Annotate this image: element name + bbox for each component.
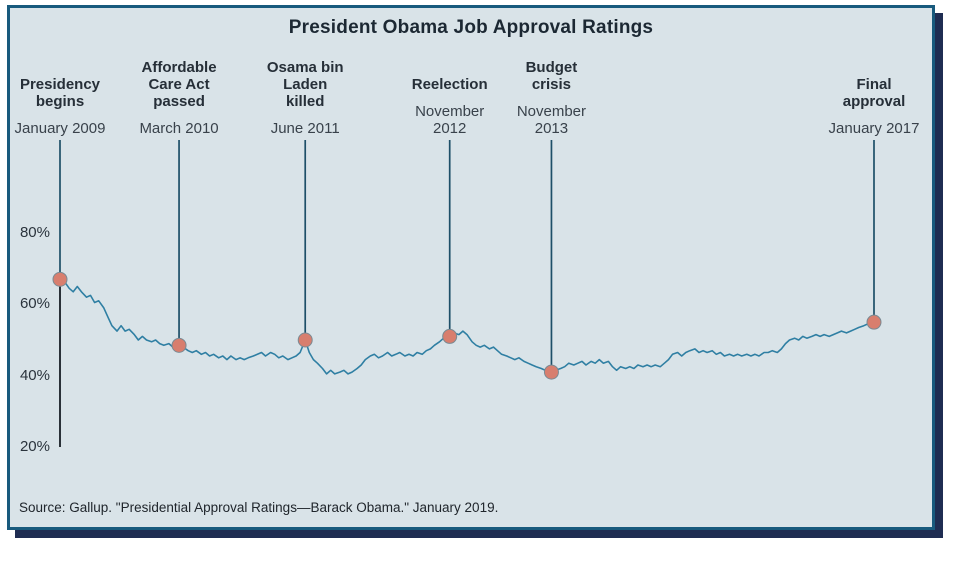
event-date: June 2011 xyxy=(270,120,340,137)
event-point xyxy=(52,271,68,287)
y-tick-label: 60% xyxy=(19,295,50,313)
event-annotation: Reelection November 2012 xyxy=(388,76,512,137)
event-label: Presidency begins xyxy=(19,76,101,110)
event-label: Reelection xyxy=(411,76,488,93)
y-tick-label: 20% xyxy=(19,438,50,455)
y-tick-label: 40% xyxy=(19,366,50,384)
chart-frame: President Obama Job Approval Ratings 20%… xyxy=(7,5,935,530)
event-point xyxy=(442,328,458,344)
event-annotation: Affordable Care Act passed March 2010 xyxy=(117,59,241,137)
event-label: Osama bin Laden killed xyxy=(266,59,344,110)
event-point xyxy=(171,337,187,353)
event-label: Final approval xyxy=(842,76,906,110)
y-tick-label: 80% xyxy=(19,223,50,241)
event-point xyxy=(543,364,559,380)
event-point xyxy=(866,314,882,330)
event-date: January 2009 xyxy=(14,120,106,137)
event-annotation: Budget crisis November 2013 xyxy=(489,59,613,137)
event-date: November 2013 xyxy=(516,103,587,137)
event-point xyxy=(297,332,313,348)
approval-line-chart xyxy=(52,140,882,447)
chart-title: President Obama Job Approval Ratings xyxy=(288,17,654,38)
event-annotation: Osama bin Laden killed June 2011 xyxy=(243,59,367,137)
event-date: November 2012 xyxy=(415,103,485,137)
event-label: Budget crisis xyxy=(525,59,578,93)
event-annotation: Presidency begins January 2009 xyxy=(0,76,122,137)
source-note: Source: Gallup. "Presidential Approval R… xyxy=(19,500,499,515)
event-date: March 2010 xyxy=(139,120,219,137)
approval-line xyxy=(59,278,875,375)
event-date: January 2017 xyxy=(828,120,920,137)
event-annotation: Final approval January 2017 xyxy=(812,76,936,137)
event-label: Affordable Care Act passed xyxy=(141,59,217,110)
